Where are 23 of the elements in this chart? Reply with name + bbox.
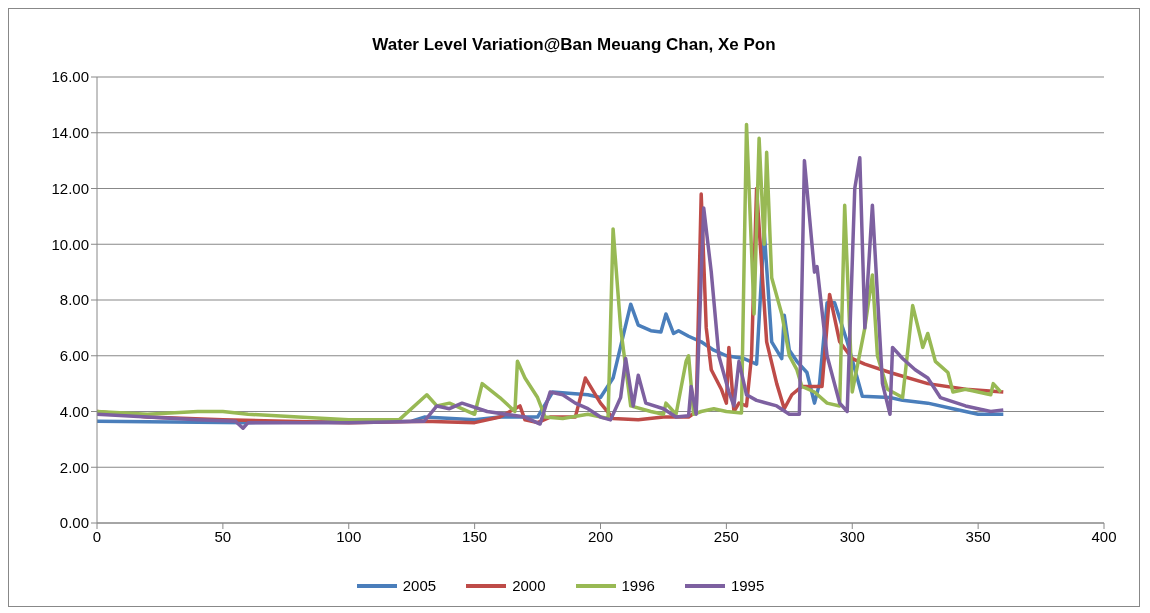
y-tick-label: 16.00 <box>51 68 89 86</box>
y-tick-label: 8.00 <box>59 291 89 309</box>
y-tick-label: 10.00 <box>51 235 89 253</box>
y-tick-label: 6.00 <box>59 347 89 365</box>
x-tick-label: 250 <box>713 527 739 545</box>
x-tick-label: 50 <box>214 527 232 545</box>
legend-label: 1995 <box>729 577 765 594</box>
legend-label: 2000 <box>511 577 546 594</box>
legend-label: 2005 <box>401 577 437 594</box>
y-tick-label: 2.00 <box>59 458 89 476</box>
y-tick-label: 12.00 <box>51 179 89 197</box>
y-tick-label: 0.00 <box>59 514 89 532</box>
chart-title: Water Level Variation@Ban Meuang Chan, Xe Pon <box>371 35 777 56</box>
legend-label: 1996 <box>620 577 655 594</box>
x-tick-label: 350 <box>965 527 991 545</box>
y-tick-label: 14.00 <box>51 124 89 142</box>
y-tick-label: 4.00 <box>59 402 89 420</box>
x-tick-label: 150 <box>462 527 488 545</box>
x-tick-label: 300 <box>839 527 865 545</box>
x-tick-label: 400 <box>1091 527 1117 545</box>
x-tick-label: 0 <box>92 527 102 545</box>
x-tick-label: 200 <box>587 527 614 545</box>
x-tick-label: 100 <box>336 527 362 545</box>
